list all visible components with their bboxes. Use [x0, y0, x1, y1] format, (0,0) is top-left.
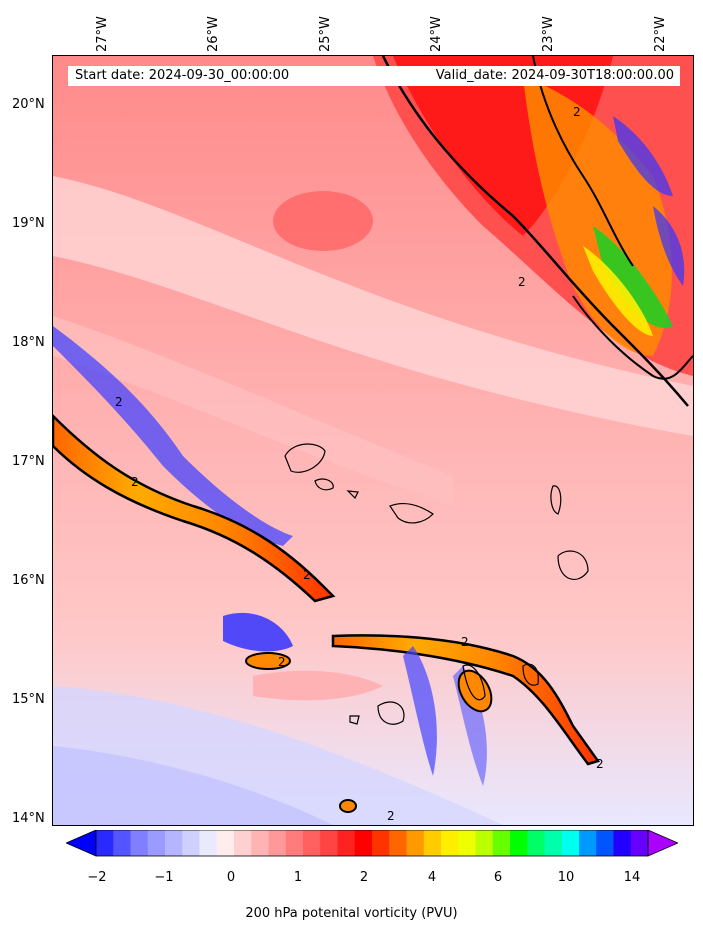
- island-fogo: [377, 701, 405, 725]
- colorbar-segment: [579, 830, 597, 856]
- pv-map: 2 2 2 2 2 2 2 2 2 Start date: 2024-09-30…: [52, 55, 694, 826]
- colorbar-tick: −1: [154, 870, 174, 885]
- island-maio: [522, 663, 539, 686]
- island-sal: [550, 485, 562, 515]
- lat-label-18n: 18°N: [12, 335, 45, 350]
- contour-label: 2: [518, 275, 526, 289]
- colorbar-segment: [458, 830, 477, 856]
- pv-streak-south: [331, 634, 601, 766]
- lat-label-20n: 20°N: [12, 97, 45, 112]
- lon-label-24w: 24°W: [429, 16, 444, 52]
- island-santiago: [462, 664, 486, 701]
- contour-label: 2: [115, 395, 123, 409]
- colorbar-segment: [475, 830, 494, 856]
- colorbar: [66, 830, 678, 857]
- colorbar-segment: [113, 830, 132, 856]
- colorbar-segment: [527, 830, 546, 856]
- colorbar-segment: [596, 830, 615, 856]
- colorbar-segment: [510, 830, 528, 856]
- contour-label: 2: [387, 809, 395, 823]
- lon-label-25w: 25°W: [318, 16, 333, 52]
- negative-pv-streak: [53, 326, 293, 546]
- colorbar-segment: [182, 830, 201, 856]
- contour-label: 2: [596, 757, 604, 771]
- colorbar-segment: [251, 830, 270, 856]
- colorbar-segment: [320, 830, 339, 856]
- colorbar-tick: −2: [87, 870, 107, 885]
- colorbar-tick: 0: [226, 870, 236, 885]
- island-sao-vicente: [314, 478, 334, 491]
- contour-label: 2: [278, 655, 286, 669]
- island-santo-antao: [284, 443, 326, 473]
- colorbar-segment: [303, 830, 321, 856]
- lat-label-17n: 17°N: [12, 454, 45, 469]
- colorbar-tick: 6: [493, 870, 503, 885]
- island-brava: [349, 715, 360, 725]
- colorbar-segment: [216, 830, 235, 856]
- colorbar-segment: [613, 830, 632, 856]
- island-sao-nicolau: [389, 503, 434, 524]
- start-date: Start date: 2024-09-30_00:00:00: [75, 68, 290, 83]
- colorbar-tick: 2: [359, 870, 369, 885]
- colorbar-segment: [234, 830, 252, 856]
- lat-label-15n: 15°N: [12, 692, 45, 707]
- colorbar-segment: [199, 830, 218, 856]
- lat-label-16n: 16°N: [12, 573, 45, 588]
- lon-label-23w: 23°W: [541, 16, 556, 52]
- colorbar-tick: 1: [293, 870, 303, 885]
- valid-date: Valid_date: 2024-09-30T18:00:00.00: [435, 68, 674, 83]
- colorbar-segment: [96, 830, 114, 856]
- colorbar-segment: [630, 830, 649, 856]
- colorbar-segment: [423, 830, 442, 856]
- lon-label-26w: 26°W: [206, 16, 221, 52]
- colorbar-tick: 14: [623, 870, 641, 885]
- colorbar-tick: 10: [557, 870, 575, 885]
- land-outlines: [284, 443, 589, 725]
- lon-label-22w: 22°W: [653, 16, 668, 52]
- contour-label: 2: [303, 568, 311, 582]
- colorbar-segment: [492, 830, 511, 856]
- pv-streak-west: [53, 414, 336, 603]
- colorbar-segment: [147, 830, 166, 856]
- colorbar-title: 200 hPa potenital vorticity (PVU): [245, 906, 458, 921]
- colorbar-segment: [285, 830, 304, 856]
- colorbar-segment: [372, 830, 390, 856]
- lon-label-27w: 27°W: [95, 16, 110, 52]
- contour-label: 2: [573, 105, 581, 119]
- island-boa-vista: [557, 550, 589, 581]
- colorbar-extend-min: [66, 830, 97, 857]
- colorbar-segment: [441, 830, 459, 856]
- colorbar-segment: [544, 830, 563, 856]
- pv-field: 2 2 2 2 2 2 2 2 2: [53, 56, 693, 825]
- colorbar-segment: [165, 830, 183, 856]
- contour-label: 2: [461, 635, 469, 649]
- lat-label-14n: 14°N: [12, 811, 45, 826]
- colorbar-segment: [561, 830, 580, 856]
- colorbar-segment: [337, 830, 356, 856]
- lat-label-19n: 19°N: [12, 216, 45, 231]
- colorbar-segment: [389, 830, 408, 856]
- colorbar-segment: [406, 830, 425, 856]
- colorbar-segment: [130, 830, 149, 856]
- colorbar-border: [95, 830, 649, 857]
- date-header: Start date: 2024-09-30_00:00:00 Valid_da…: [68, 66, 680, 86]
- island-santa-luzia: [346, 490, 359, 500]
- contour-label: 2: [131, 475, 139, 489]
- colorbar-segment: [268, 830, 287, 856]
- colorbar-extend-max: [647, 830, 678, 857]
- colorbar-tick: 4: [427, 870, 437, 885]
- colorbar-segment: [354, 830, 373, 856]
